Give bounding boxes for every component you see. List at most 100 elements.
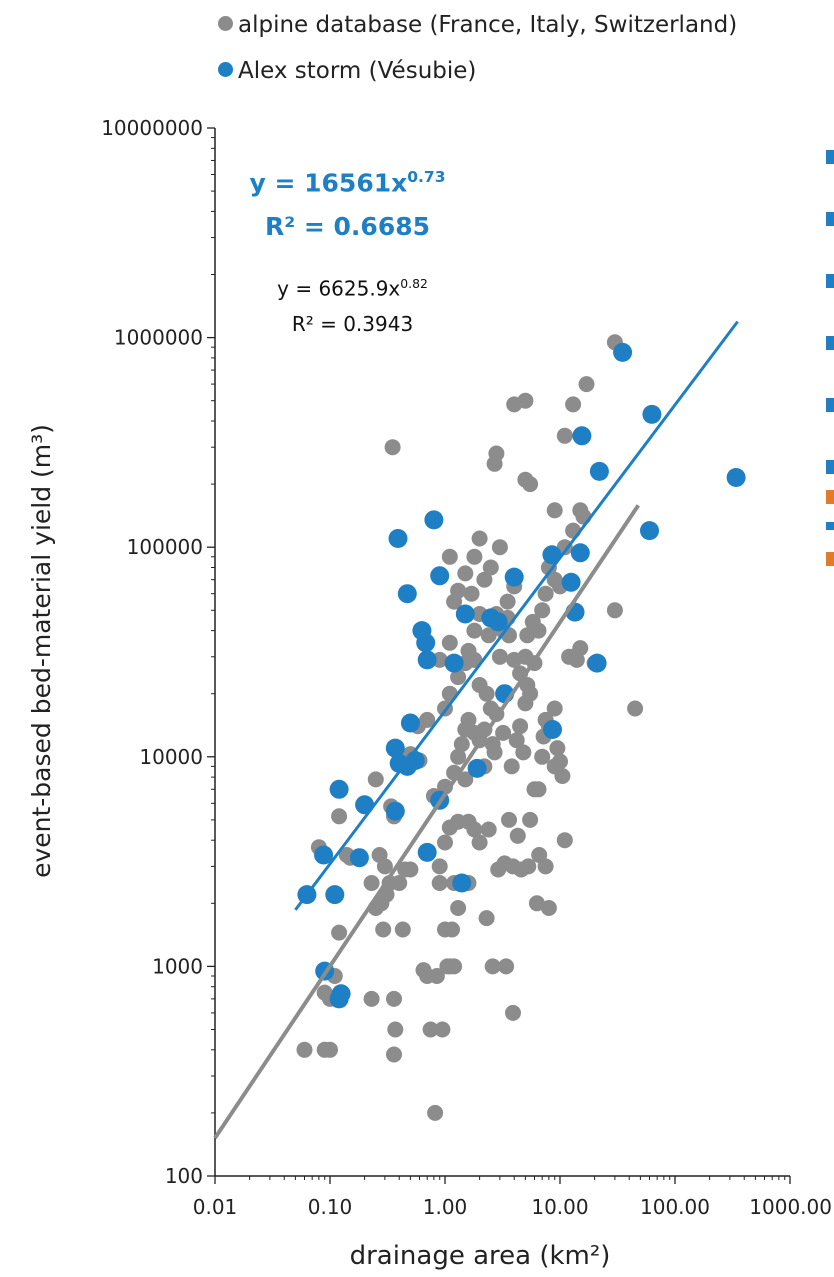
point-alpine: [384, 439, 401, 456]
point-alpine: [441, 548, 458, 565]
point-alpine: [471, 834, 488, 851]
point-alpine: [565, 396, 582, 413]
point-alex: [325, 885, 345, 905]
point-alex: [613, 342, 633, 362]
point-alex: [417, 650, 437, 670]
point-alpine: [554, 768, 571, 784]
point-alpine: [537, 858, 554, 875]
point-alpine: [478, 685, 495, 702]
point-alpine: [450, 669, 467, 686]
point-alpine: [578, 376, 595, 393]
fit-equation-gray-text: y = 6625.9x: [277, 276, 401, 301]
point-alpine: [556, 832, 573, 849]
point-alex: [467, 758, 487, 778]
point-alpine: [515, 744, 532, 761]
fit-equation-blue-text: y = 16561x: [249, 168, 408, 198]
point-alpine: [460, 711, 477, 728]
point-alpine: [509, 827, 526, 844]
point-alpine: [331, 924, 348, 941]
point-alpine: [450, 582, 467, 599]
point-alpine: [376, 858, 393, 875]
point-alpine: [495, 724, 512, 741]
point-alex: [640, 521, 659, 541]
y-tick-label: 1000: [152, 954, 203, 978]
point-alpine: [530, 622, 547, 639]
point-alpine: [386, 990, 402, 1007]
y-tick-label: 10000: [139, 745, 203, 769]
point-alpine: [322, 1041, 338, 1058]
point-alpine: [484, 958, 501, 975]
fit-r2-blue: R² = 0.6685: [264, 212, 431, 241]
point-alpine: [488, 445, 505, 462]
fit-r2-gray: R² = 0.3943: [291, 312, 414, 336]
point-alex: [397, 584, 417, 604]
point-alpine: [457, 565, 474, 582]
point-alex: [400, 713, 420, 733]
point-alpine: [537, 585, 554, 602]
legend-marker-gray: [218, 16, 233, 31]
point-alpine: [446, 958, 463, 975]
point-alpine: [476, 571, 493, 588]
cropped-edge-orange: [826, 490, 834, 590]
point-alpine: [437, 834, 453, 851]
y-tick-label: 100000: [127, 535, 203, 559]
point-alex: [570, 543, 590, 563]
legend-item-alex: Alex storm (Vésubie): [218, 58, 476, 84]
x-axis-label: drainage area (km²): [350, 1241, 611, 1271]
point-alpine: [466, 821, 483, 838]
point-alpine: [419, 711, 436, 728]
point-alpine: [572, 640, 589, 657]
point-alex: [726, 468, 746, 487]
data-points: [296, 334, 746, 1121]
point-alpine: [450, 900, 467, 916]
legend-label-alpine: alpine database (France, Italy, Switzerl…: [238, 12, 738, 38]
point-alpine: [534, 748, 551, 765]
point-alpine: [491, 539, 508, 556]
point-alpine: [431, 875, 448, 891]
point-alpine: [466, 548, 483, 565]
point-alpine: [444, 921, 460, 938]
point-alpine: [367, 771, 384, 788]
point-alpine: [520, 858, 537, 875]
point-alpine: [375, 921, 392, 938]
y-tick-label: 1000000: [114, 326, 203, 350]
point-alex: [430, 566, 450, 586]
point-alex: [388, 529, 408, 548]
point-alpine: [508, 732, 525, 749]
point-alpine: [480, 627, 497, 644]
point-alex: [455, 604, 475, 624]
point-alpine: [482, 559, 499, 576]
axes: [207, 127, 791, 1184]
point-alex: [314, 845, 334, 865]
point-alpine: [556, 427, 573, 444]
point-alpine: [363, 875, 380, 891]
point-alpine: [434, 1021, 451, 1038]
point-alex: [385, 738, 405, 758]
point-alex: [589, 461, 609, 481]
x-tick-label: 1000.00: [749, 1195, 832, 1219]
point-alpine: [534, 602, 551, 619]
fit-equation-blue: y = 16561x0.73: [240, 168, 455, 197]
point-alpine: [480, 821, 497, 838]
point-alex: [424, 510, 444, 530]
point-alpine: [387, 1021, 404, 1038]
legend-label-alex: Alex storm (Vésubie): [238, 58, 477, 84]
point-alex: [452, 873, 472, 893]
point-alex: [572, 426, 592, 446]
point-alex: [349, 848, 369, 868]
point-alpine: [546, 502, 563, 519]
point-alpine: [522, 811, 539, 828]
point-alpine: [517, 695, 534, 712]
point-alpine: [540, 900, 557, 916]
point-alpine: [627, 700, 644, 717]
point-alpine: [466, 622, 483, 639]
point-alpine: [498, 958, 515, 975]
point-alpine: [501, 811, 517, 828]
fit-line-blue: [294, 320, 739, 911]
point-alpine: [484, 736, 501, 753]
point-alpine: [363, 990, 380, 1007]
point-alpine: [528, 895, 545, 912]
legend-marker-blue: [218, 62, 233, 77]
legend-item-alpine: alpine database (France, Italy, Switzerl…: [218, 12, 737, 38]
fit-equation-gray: y = 6625.9x0.82: [250, 276, 455, 301]
